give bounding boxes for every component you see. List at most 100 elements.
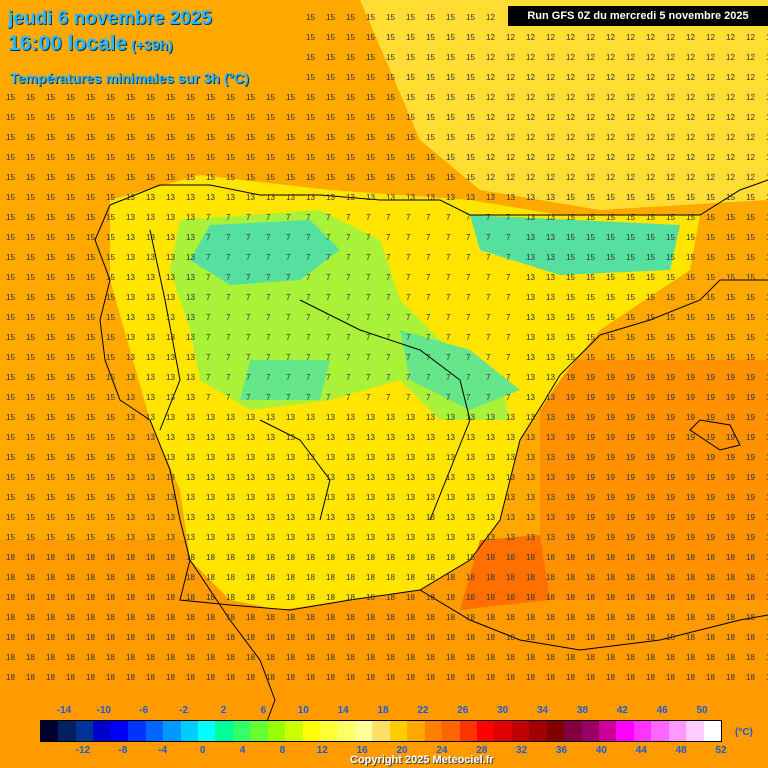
grid-value: 15: [566, 273, 575, 282]
grid-value: 15: [766, 353, 768, 362]
grid-value: 19: [726, 373, 735, 382]
grid-value: 13: [266, 413, 275, 422]
grid-value: 18: [506, 653, 515, 662]
grid-value: 18: [106, 613, 115, 622]
color-swatch: [442, 721, 460, 741]
grid-value: 18: [106, 593, 115, 602]
grid-value: 13: [346, 493, 355, 502]
grid-value: 19: [646, 473, 655, 482]
grid-value: 15: [106, 493, 115, 502]
grid-value: 19: [746, 373, 755, 382]
grid-value: 13: [506, 473, 515, 482]
grid-value: 15: [46, 533, 55, 542]
grid-value: 7: [326, 313, 331, 322]
grid-value: 15: [66, 513, 75, 522]
grid-value: 13: [526, 433, 535, 442]
grid-value: 13: [486, 473, 495, 482]
grid-value: 15: [306, 133, 315, 142]
grid-value: 7: [366, 353, 371, 362]
grid-value: 15: [466, 133, 475, 142]
grid-value: 18: [686, 653, 695, 662]
color-swatch: [668, 721, 687, 741]
grid-value: 15: [426, 133, 435, 142]
grid-value: 18: [446, 573, 455, 582]
grid-value: 19: [566, 413, 575, 422]
grid-value: 15: [366, 173, 375, 182]
grid-value: 19: [646, 533, 655, 542]
grid-value: 19: [746, 453, 755, 462]
grid-value: 15: [106, 473, 115, 482]
grid-value: 7: [226, 273, 231, 282]
grid-value: 18: [126, 653, 135, 662]
grid-value: 15: [246, 173, 255, 182]
grid-value: 13: [526, 413, 535, 422]
grid-value: 18: [366, 653, 375, 662]
grid-value: 15: [426, 113, 435, 122]
grid-value: 15: [386, 33, 395, 42]
grid-value: 15: [726, 333, 735, 342]
grid-value: 15: [26, 233, 35, 242]
grid-value: 19: [746, 473, 755, 482]
grid-value: 13: [406, 433, 415, 442]
grid-value: 15: [646, 333, 655, 342]
grid-value: 13: [446, 453, 455, 462]
grid-value: 15: [26, 113, 35, 122]
color-swatch: [285, 721, 303, 741]
grid-value: 7: [386, 233, 391, 242]
grid-value: 18: [646, 613, 655, 622]
grid-value: 13: [166, 293, 175, 302]
grid-value: 15: [566, 333, 575, 342]
grid-value: 13: [306, 453, 315, 462]
grid-value: 15: [706, 353, 715, 362]
grid-value: 18: [306, 633, 315, 642]
grid-value: 18: [146, 633, 155, 642]
grid-value: 19: [626, 533, 635, 542]
grid-value: 12: [486, 93, 495, 102]
grid-value: 15: [666, 313, 675, 322]
grid-value: 13: [466, 513, 475, 522]
grid-value: 15: [706, 213, 715, 222]
grid-value: 18: [386, 673, 395, 682]
grid-value: 15: [346, 73, 355, 82]
color-swatch: [476, 721, 495, 741]
grid-value: 15: [86, 133, 95, 142]
grid-value: 18: [446, 633, 455, 642]
grid-value: 18: [386, 613, 395, 622]
grid-value: 13: [166, 313, 175, 322]
grid-value: 18: [666, 553, 675, 562]
grid-value: 7: [286, 293, 291, 302]
grid-value: 13: [266, 433, 275, 442]
grid-value: 13: [286, 493, 295, 502]
grid-value: 12: [626, 133, 635, 142]
grid-value: 15: [6, 433, 15, 442]
grid-value: 15: [666, 293, 675, 302]
grid-value: 13: [146, 513, 155, 522]
grid-value: 18: [366, 573, 375, 582]
grid-value: 18: [426, 633, 435, 642]
grid-value: 19: [606, 493, 615, 502]
scale-label-top: -6: [139, 705, 149, 716]
grid-value: 15: [66, 113, 75, 122]
grid-value: 13: [186, 473, 195, 482]
grid-value: 19: [746, 393, 755, 402]
grid-value: 13: [226, 493, 235, 502]
grid-value: 15: [46, 313, 55, 322]
grid-value: 18: [686, 633, 695, 642]
grid-value: 7: [206, 293, 211, 302]
grid-value: 15: [286, 133, 295, 142]
grid-value: 15: [26, 293, 35, 302]
grid-value: 15: [46, 473, 55, 482]
grid-value: 13: [306, 413, 315, 422]
grid-value: 18: [646, 553, 655, 562]
grid-value: 18: [306, 593, 315, 602]
grid-value: 18: [466, 673, 475, 682]
scale-label-bottom: 28: [476, 745, 488, 756]
grid-value: 7: [286, 373, 291, 382]
grid-value: 12: [746, 33, 755, 42]
grid-value: 13: [326, 513, 335, 522]
scale-label-bottom: 44: [635, 745, 647, 756]
grid-value: 15: [446, 33, 455, 42]
grid-value: 15: [46, 413, 55, 422]
grid-value: 15: [686, 333, 695, 342]
